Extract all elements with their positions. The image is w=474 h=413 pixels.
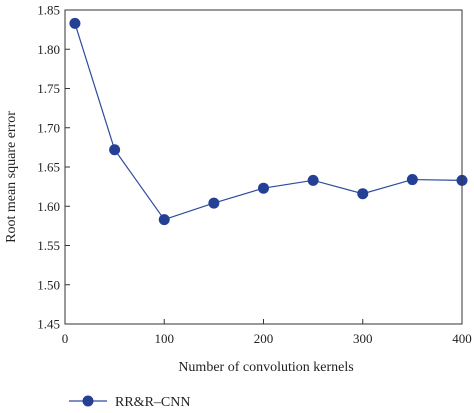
y-tick-label: 1.60 <box>37 199 60 214</box>
y-tick-label: 1.85 <box>37 3 60 18</box>
y-tick-label: 1.80 <box>37 42 60 57</box>
x-axis-title: Number of convolution kernels <box>178 360 353 375</box>
legend: RR&R–CNN <box>69 395 190 410</box>
data-point <box>307 174 319 186</box>
data-point <box>208 197 220 209</box>
legend-marker <box>82 395 94 407</box>
y-tick-label: 1.50 <box>37 277 60 292</box>
data-point <box>109 144 121 156</box>
data-point <box>406 174 418 186</box>
y-tick-label: 1.55 <box>37 238 60 253</box>
legend-label-rr-r-cnn: RR&R–CNN <box>115 395 190 410</box>
x-tick-label: 400 <box>452 331 472 346</box>
y-tick-label: 1.65 <box>37 160 60 175</box>
y-axis-title: Root mean square error <box>4 111 19 243</box>
y-tick-label: 1.45 <box>37 317 60 332</box>
x-tick-label: 200 <box>254 331 274 346</box>
series-layer <box>69 17 468 226</box>
x-axis-ticks: 0 100 200 300 400 <box>62 319 472 346</box>
plot-frame <box>64 9 463 325</box>
x-tick-label: 300 <box>353 331 373 346</box>
data-point <box>258 182 269 194</box>
x-tick-label: 100 <box>155 331 175 346</box>
data-point <box>158 214 170 226</box>
data-point <box>357 188 369 200</box>
y-axis-ticks: 1.45 1.50 1.55 1.60 1.65 1.70 1.75 1.80 1.85 <box>37 3 70 332</box>
y-tick-label: 1.75 <box>37 81 60 96</box>
data-point <box>69 17 81 29</box>
y-tick-label: 1.70 <box>37 120 60 135</box>
x-tick-label: 0 <box>62 331 69 346</box>
